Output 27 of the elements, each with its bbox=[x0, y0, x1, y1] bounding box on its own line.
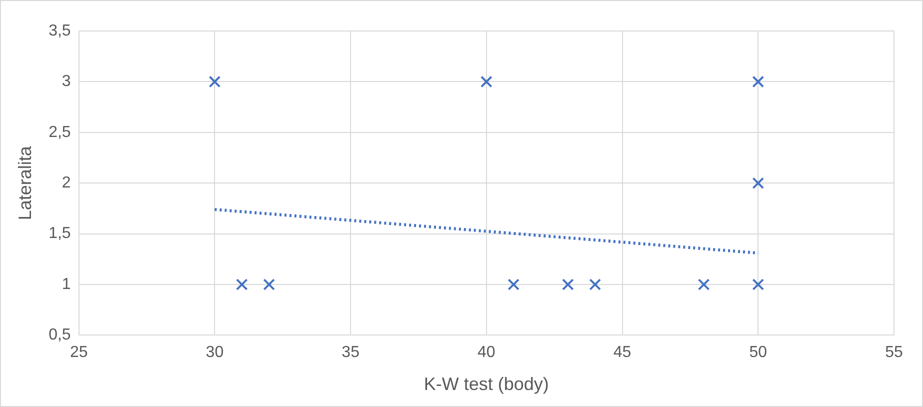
y-tick-label: 1,5 bbox=[48, 225, 71, 242]
point bbox=[752, 76, 764, 88]
x-tick-label: 30 bbox=[206, 344, 224, 362]
point bbox=[508, 278, 520, 290]
point bbox=[698, 278, 710, 290]
x-tick-label: 35 bbox=[342, 344, 360, 362]
y-tick-label: 0,5 bbox=[48, 326, 71, 344]
y-tick-label: 3 bbox=[62, 73, 71, 90]
x-tick-label: 25 bbox=[70, 344, 88, 362]
x-axis-title: K-W test (body) bbox=[424, 374, 549, 394]
x-tick-label: 50 bbox=[749, 344, 768, 362]
y-tick-label: 3,5 bbox=[48, 22, 71, 40]
point bbox=[263, 278, 275, 290]
y-axis-title: Lateralita bbox=[14, 145, 35, 220]
x-tick-label: 55 bbox=[885, 344, 903, 362]
y-tick-label: 2,5 bbox=[48, 124, 71, 141]
point bbox=[562, 278, 574, 290]
point bbox=[236, 278, 248, 290]
y-tick-label: 1 bbox=[62, 276, 71, 293]
point bbox=[208, 76, 221, 88]
x-tick-label: 45 bbox=[613, 344, 632, 362]
point bbox=[752, 278, 764, 290]
x-tick-label: 40 bbox=[478, 344, 496, 362]
point bbox=[752, 177, 764, 190]
point bbox=[589, 278, 602, 290]
point bbox=[480, 76, 492, 88]
y-tick-label: 2 bbox=[62, 174, 71, 192]
